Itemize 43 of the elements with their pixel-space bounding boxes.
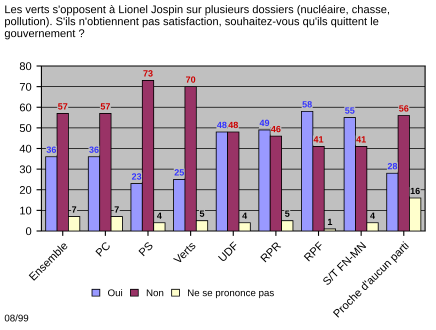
data-label: 56 — [399, 105, 408, 112]
data-label: 16 — [410, 188, 420, 194]
data-label: 70 — [186, 76, 196, 83]
data-label: 58 — [302, 101, 312, 108]
data-label: 5 — [200, 210, 204, 217]
data-label: 55 — [345, 107, 355, 114]
legend-label: Ne se prononce pas — [188, 289, 274, 298]
legend-label: Oui — [108, 289, 122, 296]
data-label: 36 — [46, 146, 56, 153]
data-label: 28 — [388, 162, 398, 170]
data-label: 57 — [58, 103, 68, 110]
y-tick-label: 30 — [20, 165, 32, 174]
data-label: 7 — [114, 206, 119, 213]
data-label: 57 — [100, 103, 110, 110]
data-label: 46 — [271, 126, 281, 132]
data-label: 4 — [370, 212, 375, 219]
data-label: 41 — [314, 136, 324, 142]
y-tick-label: 60 — [20, 104, 32, 112]
x-tick-label: PS — [138, 241, 154, 256]
data-label: 36 — [89, 146, 99, 153]
y-tick-label: 20 — [20, 186, 32, 194]
data-label: 73 — [143, 70, 153, 77]
y-tick-label: 70 — [20, 82, 32, 91]
data-label: 4 — [242, 212, 248, 219]
text: 08/99 — [4, 314, 28, 322]
data-label: 4 — [156, 212, 162, 219]
data-label: 23 — [132, 173, 142, 180]
y-tick-label: 40 — [20, 144, 32, 153]
legend-label: Non — [146, 289, 164, 296]
y-tick-label: 80 — [20, 62, 32, 70]
data-label: 49 — [260, 120, 270, 126]
data-label: 7 — [72, 206, 76, 213]
y-tick-label: 10 — [20, 206, 32, 215]
data-label: 48 — [217, 122, 227, 128]
data-label: 48 — [228, 122, 238, 128]
data-label: 25 — [174, 169, 184, 176]
data-label: 5 — [285, 210, 290, 217]
y-tick-label: 0 — [26, 227, 32, 236]
chart-title: Les verts s'opposent à Lionel Jospin sur plusieurs dossiers (nucléaire, chasse, pollution). S'ils n'obtiennent pas satisfaction, souhaitez-vous qu'ils quittent le gouvernement ? — [4, 4, 390, 40]
data-label: 41 — [356, 136, 366, 142]
y-tick-label: 50 — [20, 124, 32, 132]
data-label: 1 — [328, 218, 332, 225]
x-tick-label: PC — [95, 241, 111, 257]
